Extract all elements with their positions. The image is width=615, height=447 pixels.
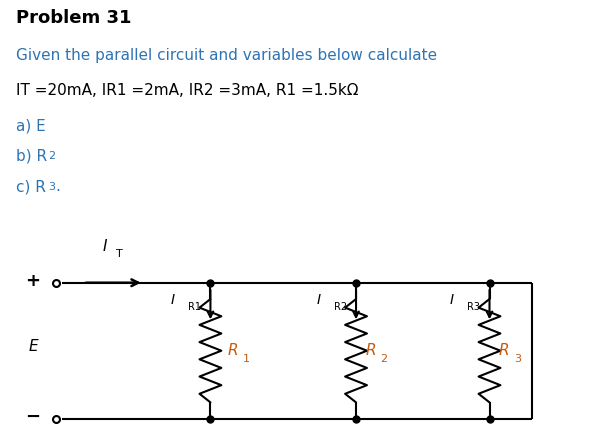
- Text: E: E: [28, 339, 38, 354]
- Text: I: I: [317, 293, 321, 307]
- Text: 2: 2: [380, 354, 387, 363]
- Text: R2: R2: [333, 302, 347, 312]
- Text: R3: R3: [467, 302, 480, 312]
- Text: IT =20mA, IR1 =2mA, IR2 =3mA, R1 =1.5kΩ: IT =20mA, IR1 =2mA, IR2 =3mA, R1 =1.5kΩ: [17, 83, 359, 98]
- Text: a) E: a) E: [17, 118, 46, 133]
- Text: I: I: [450, 293, 454, 307]
- Text: R1: R1: [188, 302, 201, 312]
- Text: Given the parallel circuit and variables below calculate: Given the parallel circuit and variables…: [17, 48, 437, 63]
- Text: I: I: [103, 239, 107, 254]
- Text: I: I: [171, 293, 175, 307]
- Text: Problem 31: Problem 31: [17, 8, 132, 26]
- Text: 1: 1: [242, 354, 250, 363]
- Text: 3: 3: [49, 182, 55, 192]
- Text: −: −: [25, 409, 41, 426]
- Text: 3: 3: [514, 354, 521, 363]
- Text: c) R: c) R: [17, 180, 46, 194]
- Text: +: +: [26, 271, 41, 290]
- Text: .: .: [56, 179, 61, 194]
- Text: R: R: [365, 343, 376, 358]
- Text: T: T: [116, 249, 123, 259]
- Text: R: R: [499, 343, 509, 358]
- Text: R: R: [228, 343, 238, 358]
- Text: 2: 2: [49, 151, 55, 161]
- Text: b) R: b) R: [17, 149, 47, 164]
